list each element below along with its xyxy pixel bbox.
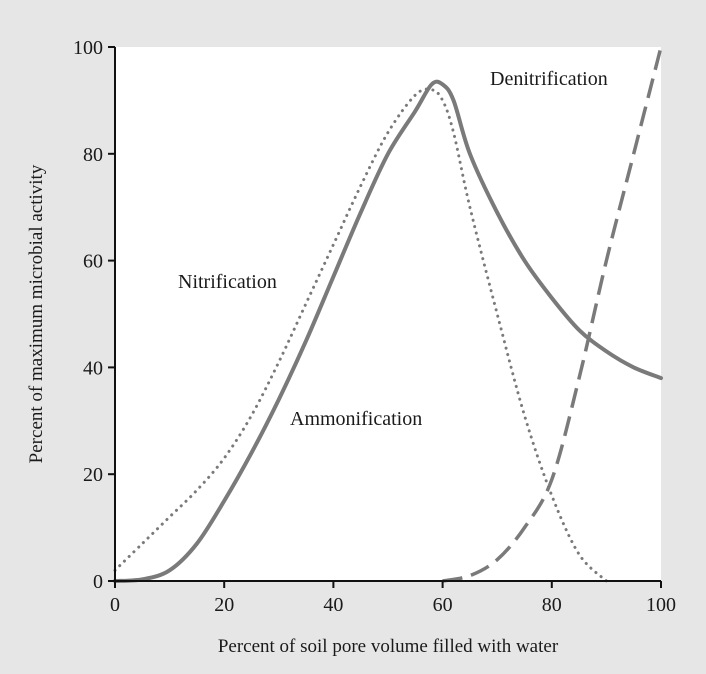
y-tick-label: 20	[83, 464, 103, 486]
series-line-denitrification	[442, 46, 663, 583]
tick-layer: 0 20 40 60 80 100 0 20 40 60 80 100	[73, 37, 676, 616]
x-axis-title: Percent of soil pore volume filled with …	[218, 636, 559, 657]
x-tick-label: 60	[433, 594, 453, 616]
y-tick-label: 0	[93, 571, 103, 593]
x-tick-label: 80	[542, 594, 562, 616]
y-tick-label: 60	[83, 251, 103, 273]
series-line-ammonification	[113, 79, 663, 583]
axis-layer	[114, 47, 661, 582]
plot-area	[115, 47, 661, 581]
series-layer	[113, 46, 663, 583]
x-tick-label: 20	[214, 594, 234, 616]
series-line-nitrification	[113, 87, 608, 583]
series-label-layer: Ammonification Nitrification Denitrifica…	[178, 68, 608, 430]
x-tick-label: 0	[110, 594, 120, 616]
x-tick-label: 40	[323, 594, 343, 616]
series-label-nitrification: Nitrification	[178, 271, 277, 293]
x-tick-label: 100	[646, 594, 676, 616]
y-tick-label: 80	[83, 144, 103, 166]
series-label-ammonification: Ammonification	[290, 408, 422, 430]
y-tick-label: 40	[83, 357, 103, 379]
y-axis-title: Percent of maximum microbial activity	[26, 164, 47, 463]
series-label-denitrification: Denitrification	[490, 68, 608, 90]
y-tick-label: 100	[73, 37, 103, 59]
